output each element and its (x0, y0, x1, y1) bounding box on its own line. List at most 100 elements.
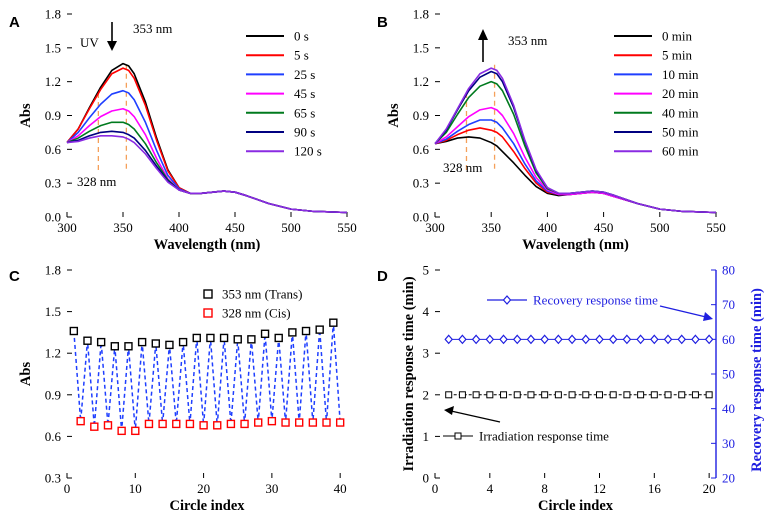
recovery-point (691, 334, 700, 345)
x-tick-label: 4 (487, 481, 494, 496)
y-tick-label: 1.8 (45, 7, 61, 22)
x-tick-label: 350 (113, 220, 133, 235)
y2-tick-label: 30 (722, 436, 735, 451)
left-pointer-arrow-shaft (450, 410, 501, 423)
right-pointer-arrow-shaft (659, 305, 707, 318)
data-point (233, 335, 242, 344)
irradiation-point (691, 391, 699, 399)
irradiation-point (664, 391, 672, 399)
legend-label: 50 min (662, 125, 699, 140)
data-point (274, 333, 283, 343)
data-point (288, 328, 297, 337)
peak-wavelength-label: 353 nm (508, 33, 547, 48)
legend-label: 120 s (294, 144, 322, 159)
data-point (315, 325, 324, 334)
x-tick-label: 300 (57, 220, 77, 235)
panel-a: A 300 350 400 450 500 550 Wavelength (nm) 0.0 0.3… (9, 7, 357, 254)
legend-marker (502, 295, 512, 305)
legend-label: 5 min (662, 48, 692, 63)
legend-label: 0 s (294, 29, 309, 44)
recovery-point (663, 334, 673, 345)
x-tick-label: 450 (594, 220, 614, 235)
recovery-point (636, 334, 645, 345)
irradiation-point (458, 391, 466, 399)
x-tick-label: 30 (265, 481, 278, 496)
data-point (206, 333, 215, 343)
legend: 353 nm (Trans) 328 nm (Cis) (203, 287, 302, 321)
y-tick-label: 0 (423, 471, 430, 486)
x-tick-label: 16 (648, 481, 662, 496)
iso-wavelength-label: 328 nm (443, 160, 482, 175)
y-tick-label: 0.0 (413, 210, 429, 225)
data-point (96, 337, 106, 347)
x-axis-label: Circle index (169, 498, 245, 514)
irradiation-point (582, 391, 590, 399)
recovery-point (471, 334, 481, 345)
iso-wavelength-label: 328 nm (77, 174, 116, 189)
irradiation-point (554, 391, 562, 399)
data-point (144, 419, 154, 429)
left-pointer-arrow-icon (444, 406, 454, 415)
data-point (260, 329, 270, 338)
data-point (137, 337, 147, 347)
data-point (83, 336, 92, 345)
x-tick-label: 20 (703, 481, 716, 496)
legend-marker (454, 432, 462, 440)
data-point (158, 419, 167, 429)
recovery-point (581, 334, 591, 345)
irradiation-point (678, 391, 686, 399)
legend-marker (203, 289, 213, 299)
y-tick-label: 1 (423, 429, 430, 444)
right-pointer-arrow-icon (703, 312, 713, 321)
y-tick-label: 0.3 (413, 176, 429, 191)
recovery-point (540, 334, 549, 345)
y-tick-label: 0.3 (45, 471, 61, 486)
x-tick-label: 12 (593, 481, 606, 496)
recovery-point (458, 334, 467, 345)
y2-tick-label: 40 (722, 401, 735, 416)
data-point (165, 340, 174, 350)
x-tick-label: 300 (425, 220, 445, 235)
legend-label: 5 s (294, 48, 309, 63)
cycle-connector-line (73, 322, 341, 431)
recovery-point (526, 334, 536, 345)
y-tick-label: 0.9 (45, 387, 61, 402)
recovery-point (608, 334, 618, 345)
y-tick-label: 0.9 (45, 108, 61, 123)
legend: 0 min 5 min 10 min 20 min 40 min 50 min 60 min (614, 29, 699, 159)
x-axis-label: Wavelength (nm) (522, 237, 629, 253)
y-tick-label: 1.2 (413, 74, 429, 89)
recovery-point (499, 334, 508, 345)
irradiation-point (637, 391, 645, 399)
recovery-point (704, 334, 714, 345)
recovery-point (567, 334, 577, 345)
recovery-point (485, 334, 495, 345)
y2-tick-label: 20 (722, 471, 735, 486)
data-point (219, 333, 229, 343)
x-tick-label: 400 (169, 220, 189, 235)
recovery-point (650, 334, 659, 345)
peak-wavelength-label: 353 nm (133, 21, 172, 36)
irradiation-point (623, 391, 631, 399)
data-point (185, 419, 195, 429)
irradiation-point (609, 391, 617, 399)
y-tick-label: 0.6 (45, 142, 62, 157)
y-tick-label: 1.2 (45, 74, 61, 89)
x-tick-label: 0 (432, 481, 439, 496)
irradiation-point (705, 391, 713, 399)
recovery-point (444, 334, 454, 345)
y2-tick-label: 50 (722, 367, 735, 382)
data-point (213, 421, 222, 430)
irradiation-point (541, 391, 549, 399)
data-point (226, 419, 236, 429)
irradiation-point (513, 391, 521, 399)
series-line (66, 135, 348, 214)
x-tick-label: 500 (281, 220, 301, 235)
data-point (335, 418, 345, 427)
x-tick-label: 8 (541, 481, 548, 496)
data-point (247, 335, 256, 344)
down-arrowhead-icon (107, 41, 117, 51)
data-point (172, 419, 181, 429)
data-point (131, 426, 140, 436)
legend-label: 40 min (662, 105, 699, 120)
